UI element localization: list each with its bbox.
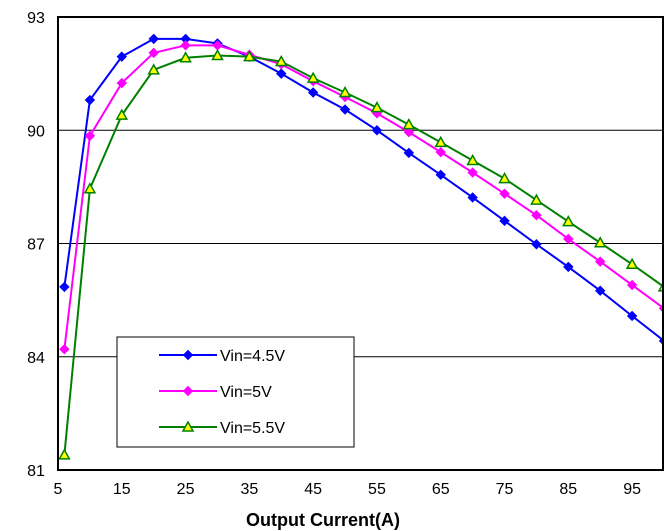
x-tick-label: 5	[54, 481, 63, 498]
series-layer	[58, 33, 664, 460]
data-point	[116, 51, 127, 62]
data-point	[182, 349, 194, 361]
x-tick-label: 45	[304, 481, 322, 498]
data-point	[147, 63, 160, 75]
data-point	[338, 85, 352, 98]
series-line	[63, 54, 664, 455]
x-tick-label: 55	[368, 481, 386, 498]
data-point	[498, 172, 511, 184]
y-tick-label: 93	[27, 10, 45, 27]
data-point	[58, 448, 71, 460]
y-tick-label: 90	[27, 123, 45, 140]
data-point	[466, 153, 479, 166]
data-point	[371, 125, 383, 136]
x-tick-label: 75	[496, 481, 514, 498]
data-point	[306, 71, 320, 83]
data-point	[626, 310, 638, 322]
data-point	[403, 147, 415, 159]
data-point	[499, 188, 510, 199]
y-tick-labels: 81 84 87 90 93	[27, 10, 45, 480]
data-point	[276, 68, 287, 79]
x-tick-label: 35	[240, 481, 258, 498]
data-point	[435, 169, 446, 181]
data-point	[626, 279, 638, 291]
data-point	[402, 118, 416, 130]
legend-box	[116, 336, 355, 448]
data-point	[595, 256, 606, 267]
data-point	[274, 55, 288, 67]
data-point	[84, 94, 96, 106]
legend-item: Vin=4.5V	[159, 348, 285, 365]
data-point	[83, 182, 97, 194]
data-point	[370, 101, 384, 113]
y-tick-label: 81	[27, 463, 45, 480]
data-point	[182, 385, 194, 397]
y-tick-label: 84	[27, 350, 45, 367]
data-point	[403, 126, 415, 138]
data-point	[625, 257, 639, 270]
x-axis-title: Output Current(A)	[246, 510, 400, 530]
x-tick-label: 95	[623, 481, 641, 498]
legend-label: Vin=5V	[220, 384, 272, 401]
data-point	[148, 33, 159, 45]
data-point	[211, 48, 224, 61]
data-point	[116, 77, 127, 89]
data-point	[84, 130, 96, 142]
legend-label: Vin=4.5V	[220, 348, 285, 365]
x-tick-label: 65	[432, 481, 450, 498]
data-point	[59, 343, 70, 355]
x-tick-label: 15	[113, 481, 131, 498]
legend-label: Vin=5.5V	[220, 420, 285, 437]
data-point	[59, 281, 70, 293]
data-point	[467, 192, 478, 203]
data-point	[531, 209, 542, 221]
legend: Vin=4.5V Vin=5V Vin=5.5V	[116, 336, 355, 448]
data-point	[434, 135, 448, 148]
x-tick-labels: 5 15 25 35 45 55 65 75 85 95	[54, 481, 642, 498]
data-point	[530, 193, 543, 205]
series-line	[63, 44, 664, 350]
data-point	[499, 215, 510, 227]
data-point	[181, 420, 195, 432]
x-tick-label: 25	[177, 481, 195, 498]
x-tick-label: 85	[559, 481, 577, 498]
data-point	[435, 146, 446, 158]
legend-item: Vin=5.5V	[159, 420, 285, 437]
data-point	[467, 167, 478, 178]
data-point	[562, 215, 575, 227]
data-point	[148, 47, 159, 59]
data-point	[563, 233, 574, 245]
series-line	[63, 37, 664, 342]
data-point	[179, 51, 192, 63]
plot-border	[57, 16, 664, 471]
y-tick-label: 87	[27, 237, 45, 254]
data-point	[563, 261, 574, 273]
legend-item: Vin=5V	[159, 384, 272, 401]
data-point	[307, 87, 319, 98]
data-point	[339, 104, 351, 115]
data-point	[180, 40, 191, 51]
data-point	[243, 50, 256, 62]
data-point	[531, 239, 542, 250]
data-point	[593, 236, 607, 248]
series-vin-5-5v	[58, 48, 664, 460]
data-point	[115, 108, 129, 120]
data-point	[595, 285, 606, 296]
